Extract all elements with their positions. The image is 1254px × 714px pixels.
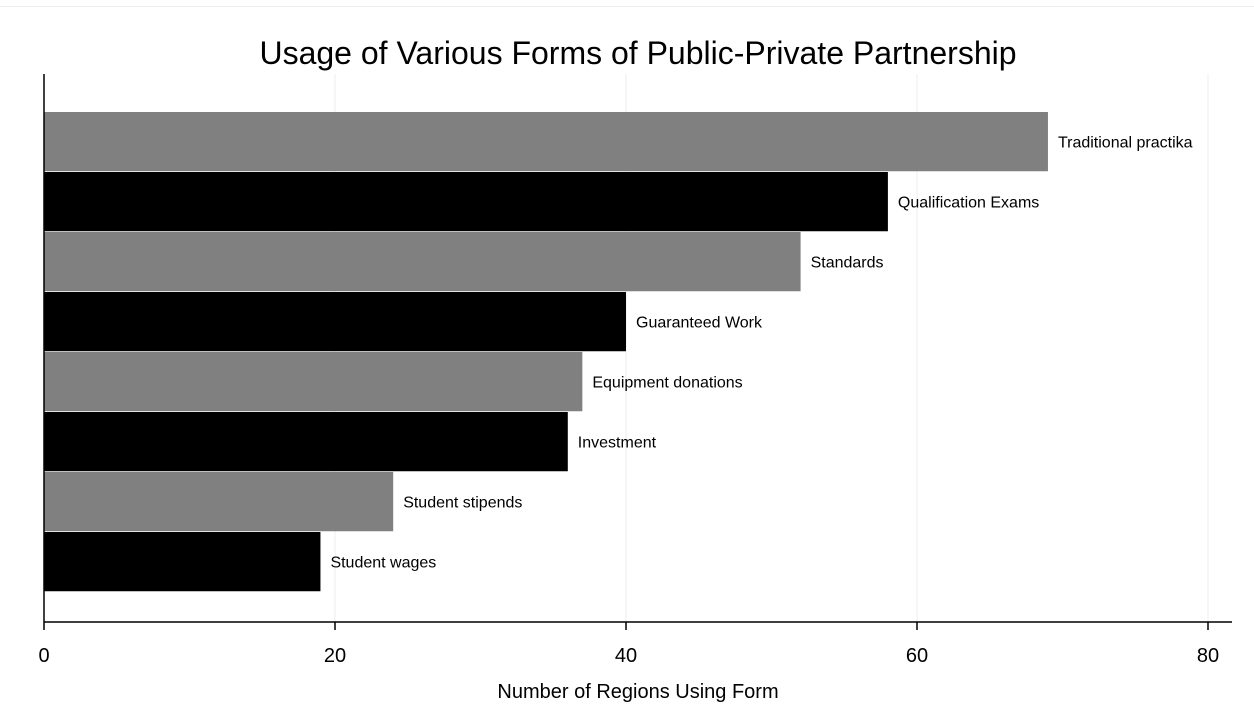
bar-label: Investment [578,435,657,452]
x-tick-label: 40 [615,645,637,667]
bar-label: Student stipends [403,495,522,512]
axes [43,74,1232,630]
bar [44,472,394,532]
bar [44,172,888,232]
x-tick-labels: 0 20 40 60 80 [38,645,1219,667]
x-tick-label: 20 [324,645,346,667]
bar [44,112,1048,172]
bar-labels: Traditional practika Qualification Exams S… [330,135,1192,572]
bar [44,232,801,292]
bar [44,532,321,592]
x-axis-label: Number of Regions Using Form [497,681,778,703]
bar-label: Student wages [330,555,436,572]
x-tick-label: 80 [1197,645,1219,667]
bar [44,352,583,412]
bars [44,112,1048,592]
bar [44,292,626,352]
bar-label: Equipment donations [592,375,742,392]
top-divider [0,6,1254,7]
x-tick-label: 0 [38,645,49,667]
bar [44,412,568,472]
x-tick-label: 60 [906,645,928,667]
bar-label: Qualification Exams [898,195,1039,212]
chart-title: Usage of Various Forms of Public-Private… [259,35,1016,71]
bar-label: Traditional practika [1058,135,1193,152]
bar-label: Standards [811,255,884,272]
bar-label: Guaranteed Work [636,315,763,332]
